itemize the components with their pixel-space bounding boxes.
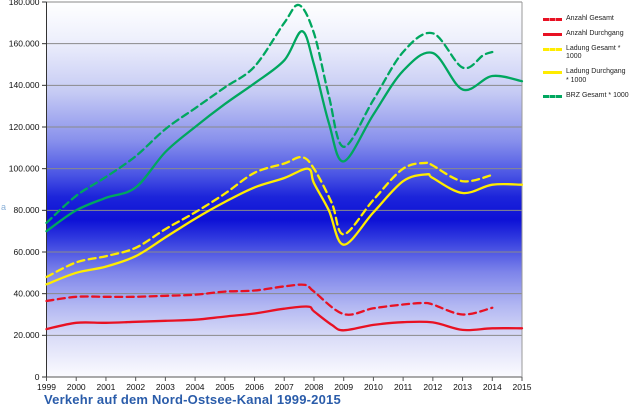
y-tick-label: 40.000 (14, 288, 40, 298)
series-line-anzahl-durchgang (45, 305, 524, 332)
chart-legend: Anzahl Gesamt Anzahl Durchgang Ladung Gesa… (543, 15, 629, 100)
chart-title: Verkehr auf dem Nord-Ostsee-Kanal 1999-2… (44, 392, 341, 407)
x-tick-label: 2007 (275, 382, 294, 392)
series-line-brz-gesamt (45, 3, 494, 224)
x-tick-label: 2011 (394, 382, 413, 392)
series-line-ladung-gesamt (45, 155, 494, 279)
x-tick-label: 2001 (96, 382, 115, 392)
series-line-green-solid-unlabeled (45, 30, 524, 233)
x-tick-label: 2006 (245, 382, 264, 392)
x-tick-label: 2010 (364, 382, 383, 392)
x-tick-label: 2012 (423, 382, 442, 392)
y-tick-label: 160.000 (9, 38, 40, 48)
x-tick-label: 2004 (186, 382, 205, 392)
y-tick-label: 180.000 (9, 0, 40, 7)
legend-item-5: BRZ Gesamt * 1000 (543, 92, 629, 101)
legend-item-4: Ladung Durchgang * 1000 (543, 68, 629, 86)
x-tick-label: 2005 (215, 382, 234, 392)
legend-swatch-dashed (543, 94, 562, 98)
legend-label: Ladung Gesamt * 1000 (566, 44, 621, 61)
legend-swatch-dashed (543, 18, 562, 21)
y-tick-label: 0 (35, 372, 40, 382)
legend-label: BRZ Gesamt * 1000 (566, 91, 629, 99)
x-tick-label: 2009 (334, 382, 353, 392)
x-tick-label: 2015 (513, 382, 532, 392)
x-tick-label: 2003 (156, 382, 175, 392)
y-tick-label: 80.000 (14, 205, 40, 215)
x-tick-label: 2002 (126, 382, 145, 392)
legend-swatch-dashed (543, 47, 562, 51)
y-tick-label: 120.000 (9, 122, 40, 132)
series-line-ladung-durchgang (45, 167, 524, 286)
legend-item-1: Anzahl Gesamt (543, 15, 629, 24)
legend-item-2: Anzahl Durchgang (543, 30, 629, 39)
legend-label: Anzahl Durchgang (566, 29, 624, 37)
legend-item-3: Ladung Gesamt * 1000 (543, 45, 629, 63)
x-tick-label: 2014 (483, 382, 502, 392)
x-tick-label: 2013 (453, 382, 472, 392)
x-tick-label: 2000 (67, 382, 86, 392)
legend-swatch-solid (543, 71, 562, 74)
y-tick-label: 100.000 (9, 163, 40, 173)
edge-watermark: a (1, 202, 7, 212)
legend-label: Ladung Durchgang * 1000 (566, 68, 626, 84)
y-tick-label: 140.000 (9, 80, 40, 90)
legend-label: Anzahl Gesamt (566, 15, 614, 22)
legend-swatch-solid (543, 32, 562, 36)
x-tick-label: 1999 (37, 382, 56, 392)
y-tick-label: 20.000 (14, 330, 40, 340)
y-tick-label: 60.000 (14, 247, 40, 257)
x-tick-label: 2008 (305, 382, 324, 392)
series-line-anzahl-gesamt (45, 283, 494, 316)
